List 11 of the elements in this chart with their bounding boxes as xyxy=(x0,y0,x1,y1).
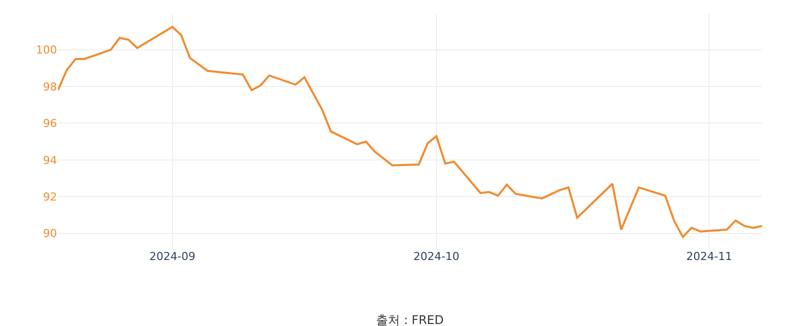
y-tick-label: 92 xyxy=(43,190,57,204)
line-series xyxy=(58,26,762,238)
y-tick-label: 90 xyxy=(43,227,57,240)
x-tick-label: 2024-09 xyxy=(149,250,196,263)
y-tick-label: 96 xyxy=(43,117,57,130)
y-tick-label: 100 xyxy=(36,44,57,57)
x-tick-label: 2024-10 xyxy=(413,250,460,263)
y-tick-label: 94 xyxy=(43,154,57,167)
source-note: 출처 : FRED xyxy=(376,313,444,326)
x-tick-label: 2024-11 xyxy=(686,250,732,263)
y-tick-label: 98 xyxy=(43,80,57,94)
